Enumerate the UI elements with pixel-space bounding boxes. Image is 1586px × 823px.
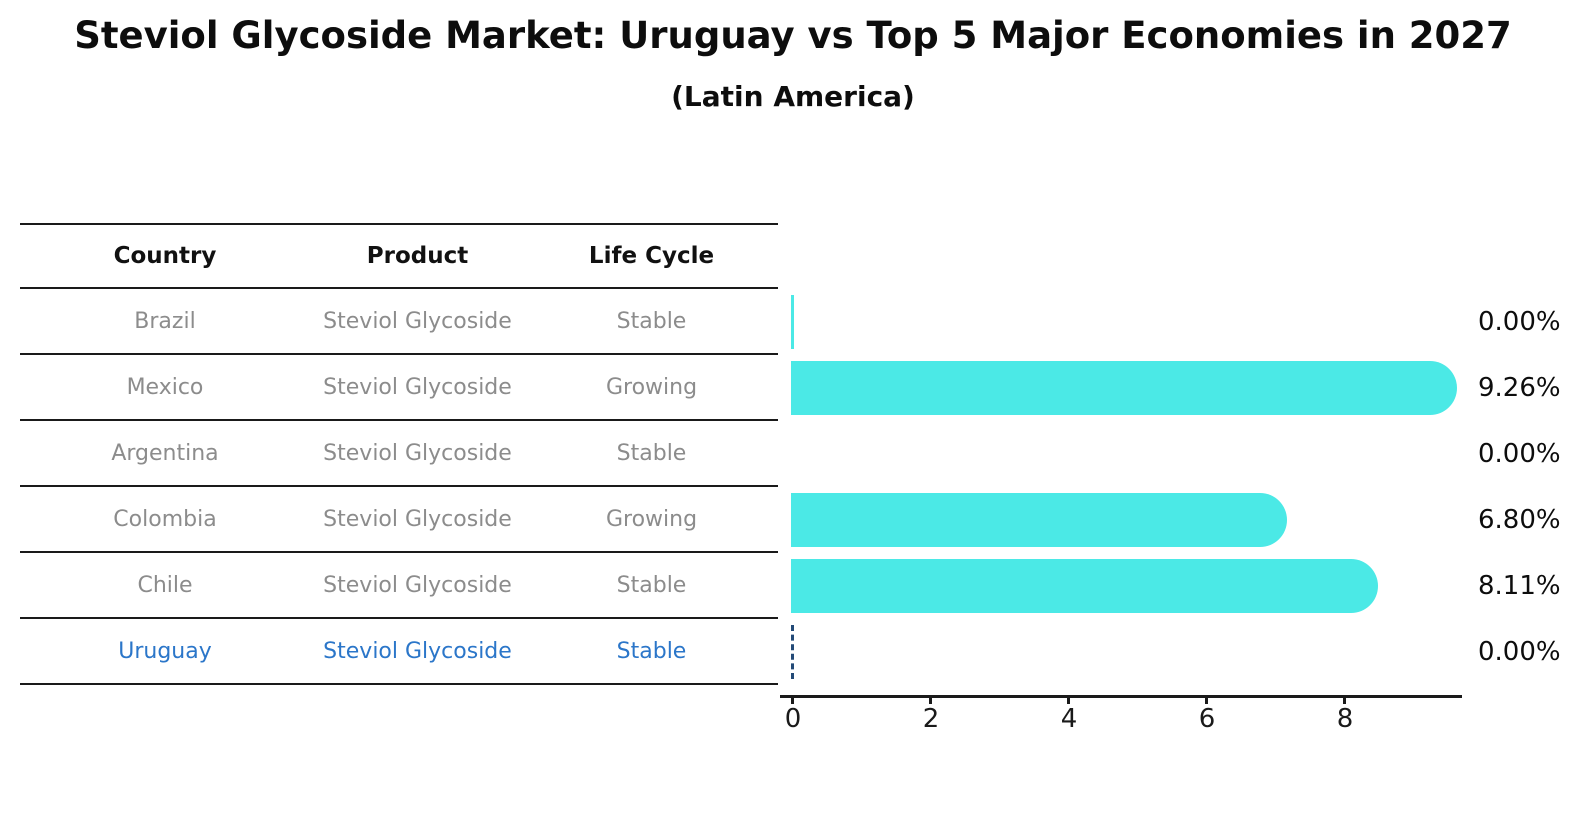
value-label-colombia: 6.80% [1478, 505, 1561, 535]
x-tick-2 [929, 695, 932, 704]
column-header-country: Country [113, 243, 217, 269]
cell-product: Steviol Glycoside [323, 572, 512, 598]
country-table: Country Product Life Cycle Brazil Stevio… [20, 223, 778, 685]
value-label-uruguay: 0.00% [1478, 637, 1561, 667]
cell-country: Mexico [126, 374, 204, 400]
table-row-chile: Chile Steviol Glycoside Stable [20, 553, 778, 619]
page-subtitle: (Latin America) [671, 80, 915, 113]
x-tick-8 [1343, 695, 1346, 704]
table-row-argentina: Argentina Steviol Glycoside Stable [20, 421, 778, 487]
cell-country: Colombia [113, 506, 217, 532]
table-header-row: Country Product Life Cycle [20, 223, 778, 289]
bar-mexico [791, 361, 1457, 415]
cell-life-cycle: Stable [616, 572, 687, 598]
cell-product: Steviol Glycoside [323, 506, 512, 532]
cell-product: Steviol Glycoside [323, 638, 512, 664]
cell-product: Steviol Glycoside [323, 308, 512, 334]
table-row-mexico: Mexico Steviol Glycoside Growing [20, 355, 778, 421]
value-label-mexico: 9.26% [1478, 373, 1561, 403]
cell-life-cycle: Stable [616, 440, 687, 466]
x-tick-label-8: 8 [1336, 704, 1354, 734]
cell-life-cycle: Growing [605, 506, 698, 532]
column-header-life-cycle: Life Cycle [588, 243, 715, 269]
page-title: Steviol Glycoside Market: Uruguay vs Top… [74, 14, 1512, 57]
value-label-brazil: 0.00% [1478, 307, 1561, 337]
x-tick-4 [1067, 695, 1070, 704]
x-tick-label-6: 6 [1198, 704, 1216, 734]
x-tick-6 [1205, 695, 1208, 704]
cell-product: Steviol Glycoside [323, 440, 512, 466]
x-axis [780, 695, 1462, 698]
table-row-colombia: Colombia Steviol Glycoside Growing [20, 487, 778, 553]
value-label-argentina: 0.00% [1478, 439, 1561, 469]
cell-country: Argentina [111, 440, 219, 466]
x-tick-label-2: 2 [922, 704, 940, 734]
cell-country: Uruguay [118, 638, 212, 664]
column-header-product: Product [366, 243, 469, 269]
x-tick-label-0: 0 [784, 704, 802, 734]
cell-country: Brazil [134, 308, 196, 334]
bar-colombia [791, 493, 1288, 547]
cell-country: Chile [137, 572, 193, 598]
x-tick-0 [791, 695, 794, 704]
cell-life-cycle: Stable [616, 308, 687, 334]
cell-life-cycle: Growing [605, 374, 698, 400]
bar-chile [791, 559, 1378, 613]
value-label-chile: 8.11% [1478, 571, 1561, 601]
dashed-marker-uruguay [791, 625, 794, 679]
table-row-uruguay: Uruguay Steviol Glycoside Stable [20, 619, 778, 685]
cell-product: Steviol Glycoside [323, 374, 512, 400]
bar-brazil [791, 295, 794, 349]
cell-life-cycle: Stable [616, 638, 687, 664]
table-row-brazil: Brazil Steviol Glycoside Stable [20, 289, 778, 355]
x-tick-label-4: 4 [1060, 704, 1078, 734]
